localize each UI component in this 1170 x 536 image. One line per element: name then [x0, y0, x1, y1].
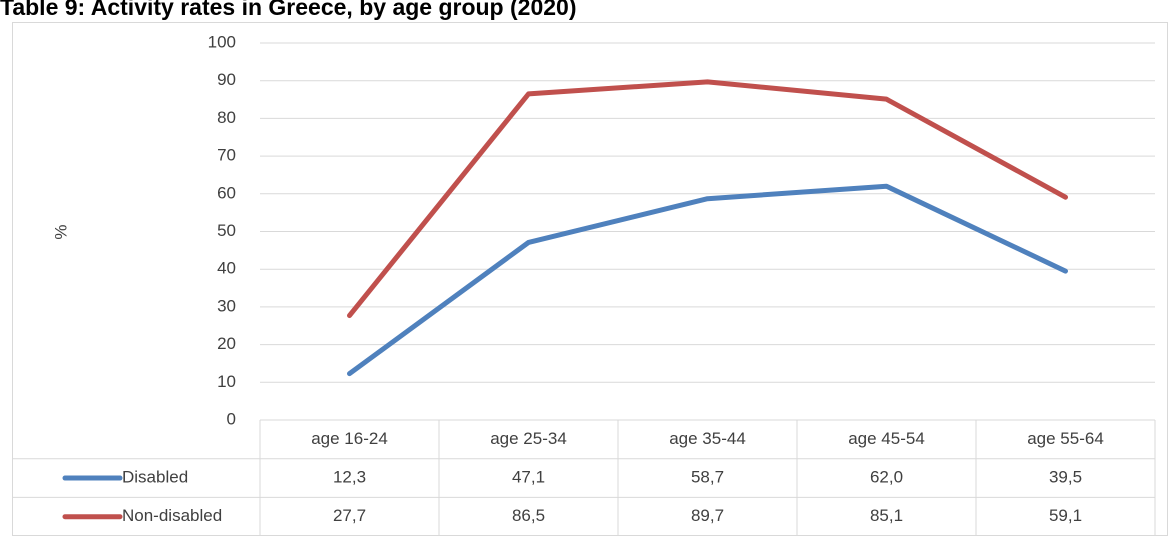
legend-label: Disabled	[122, 468, 188, 487]
legend-label: Non-disabled	[122, 506, 222, 525]
y-tick-label: 60	[217, 183, 236, 202]
table-value: 62,0	[870, 468, 903, 487]
y-axis-label: %	[51, 224, 70, 239]
x-tick-label: age 45-54	[848, 429, 925, 448]
x-tick-label: age 35-44	[669, 429, 746, 448]
y-tick-label: 90	[217, 70, 236, 89]
y-tick-label: 30	[217, 296, 236, 315]
y-tick-label: 0	[227, 409, 236, 428]
table-value: 58,7	[691, 468, 724, 487]
y-tick-label: 100	[208, 32, 236, 51]
series-line	[347, 183, 1068, 377]
y-tick-label: 20	[217, 334, 236, 353]
table-value: 86,5	[512, 506, 545, 525]
table-value: 39,5	[1049, 468, 1082, 487]
series-line	[347, 79, 1068, 319]
table-value: 47,1	[512, 468, 545, 487]
table-value: 85,1	[870, 506, 903, 525]
x-tick-label: age 16-24	[311, 429, 388, 448]
table-value: 12,3	[333, 468, 366, 487]
x-tick-label: age 55-64	[1027, 429, 1104, 448]
y-tick-label: 50	[217, 221, 236, 240]
y-tick-label: 70	[217, 146, 236, 165]
x-tick-label: age 25-34	[490, 429, 567, 448]
table-value: 89,7	[691, 506, 724, 525]
y-tick-label: 10	[217, 372, 236, 391]
y-tick-label: 80	[217, 108, 236, 127]
y-tick-label: 40	[217, 259, 236, 278]
table-value: 27,7	[333, 506, 366, 525]
table-value: 59,1	[1049, 506, 1082, 525]
chart-title: Table 9: Activity rates in Greece, by ag…	[0, 0, 576, 20]
